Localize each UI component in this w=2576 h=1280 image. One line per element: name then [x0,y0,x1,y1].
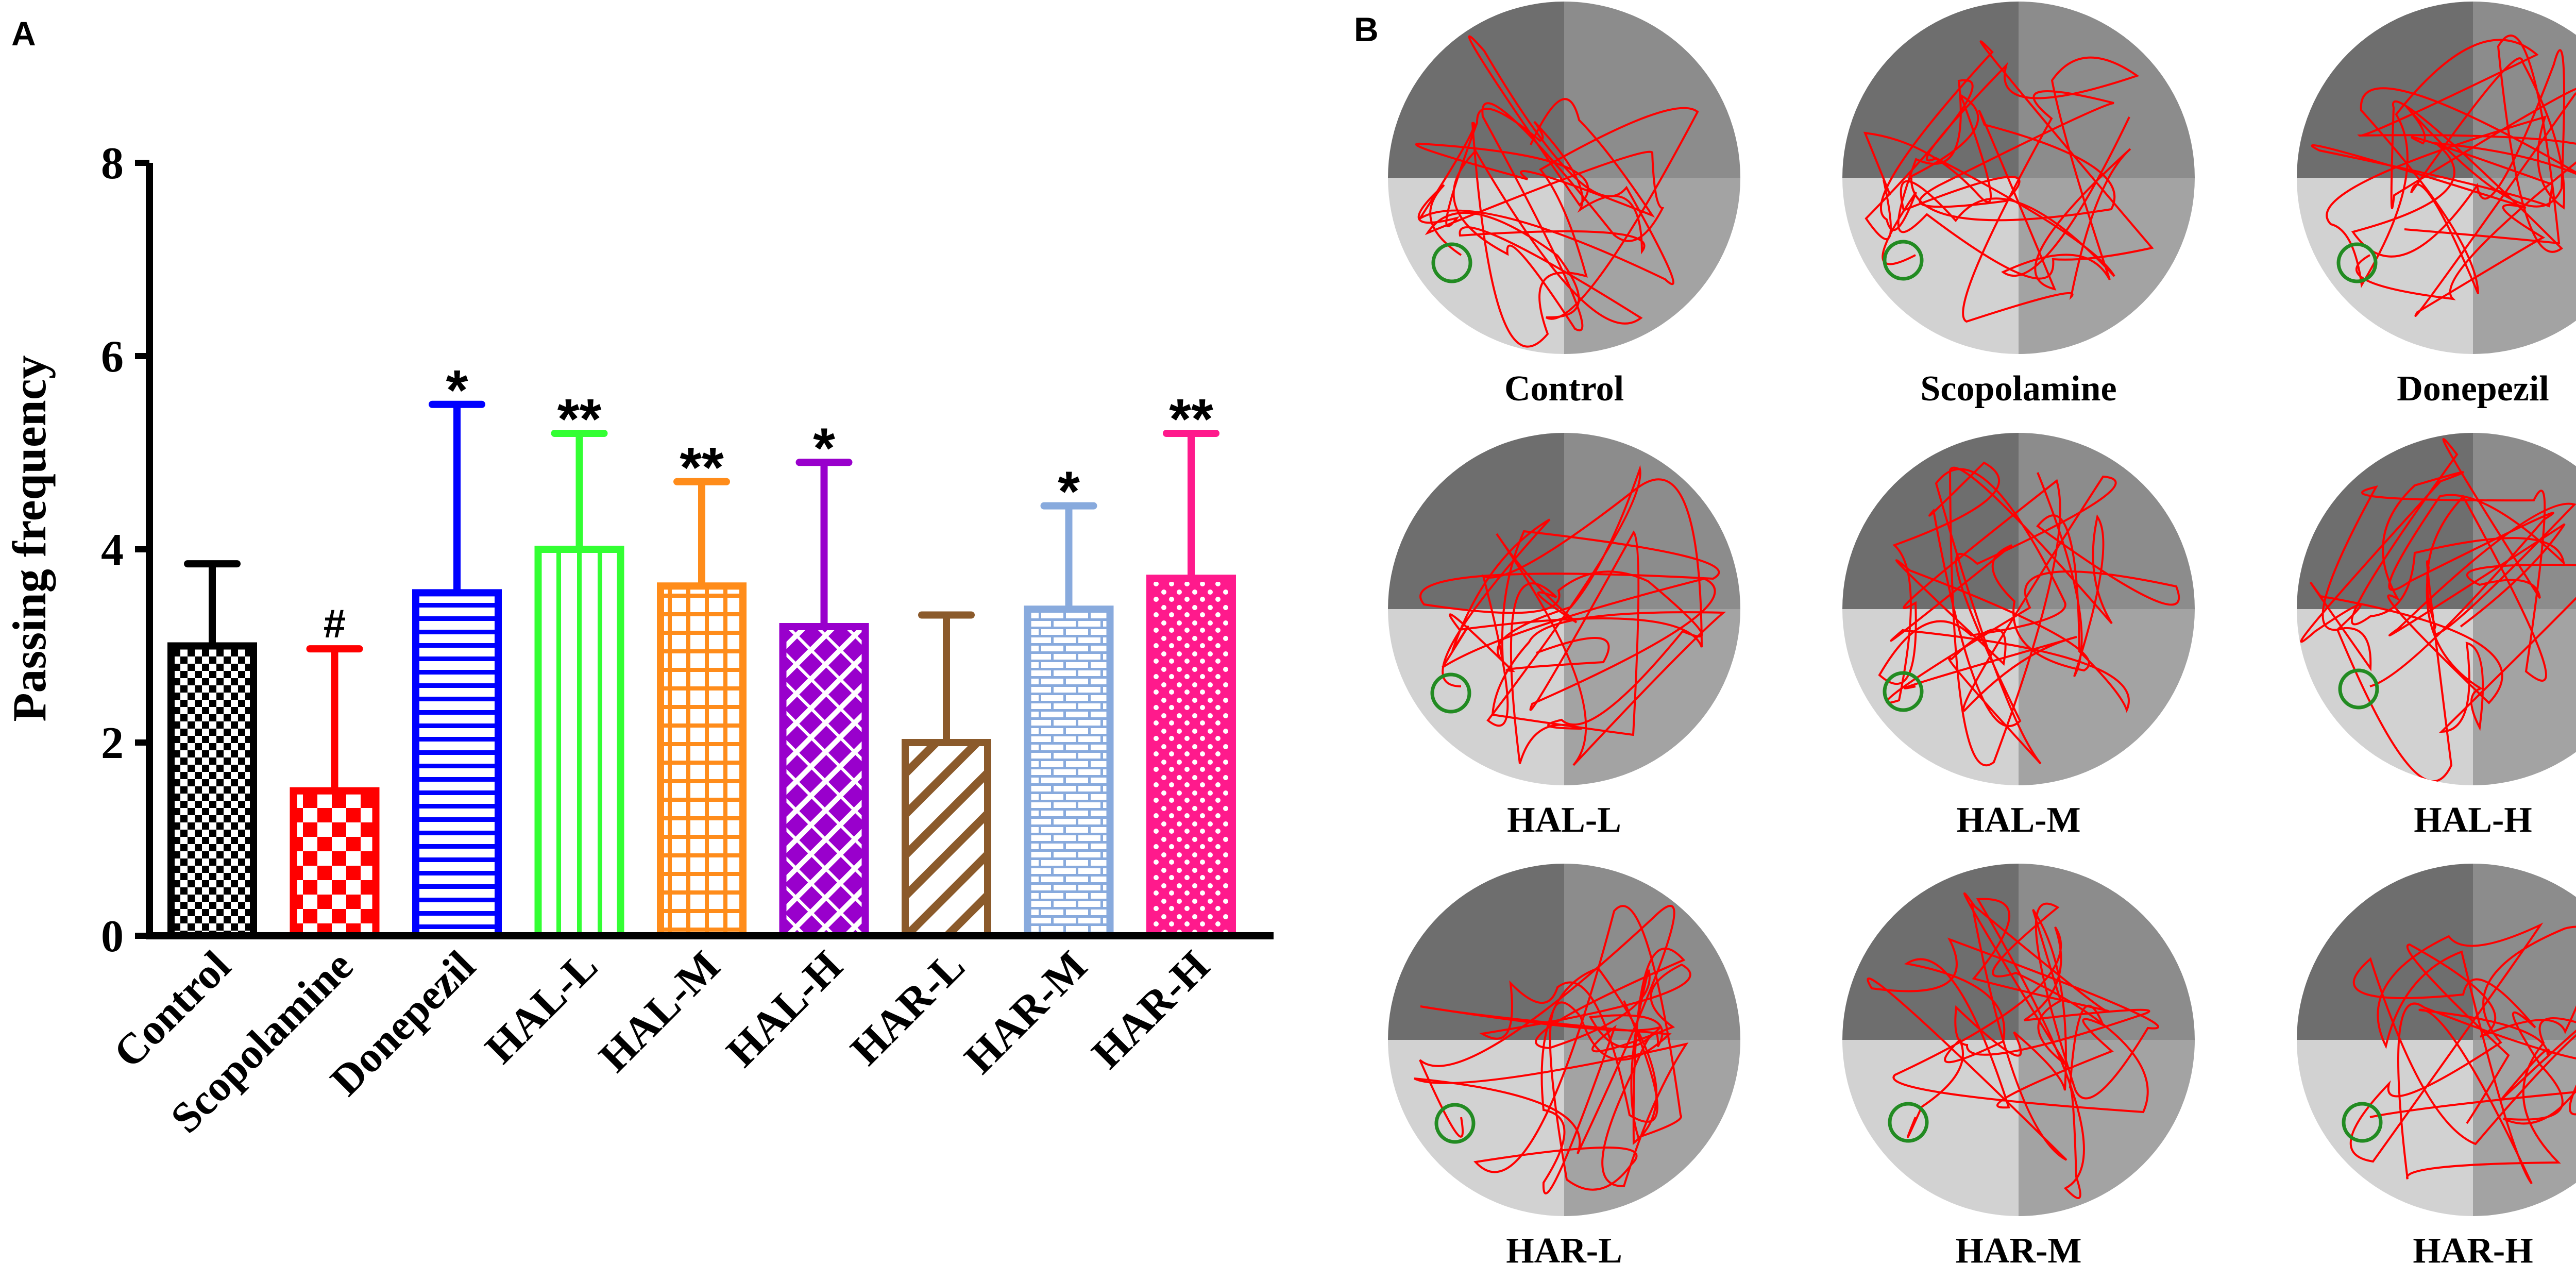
bar-har-l [902,739,991,939]
quadrant-sw [2297,1040,2473,1216]
significance-marker: * [1058,460,1080,524]
x-tick-label: HAR-M [955,942,1096,1083]
maze-label: HAR-L [1506,1231,1622,1271]
quadrant-sw [2297,178,2473,354]
maze-har-l: HAR-L [1388,864,1740,1271]
y-tick-label: 4 [101,525,124,575]
quadrant-sw [1388,1040,1564,1216]
significance-marker: * [813,416,835,480]
maze-hal-l: HAL-L [1388,433,1740,840]
swim-path [2349,922,2576,1185]
panel-b-label: B [1354,10,1379,48]
significance-marker: ** [1169,388,1213,451]
platform-ring [1430,672,1471,714]
platform-ring [1883,671,1924,712]
maze-label: HAL-M [1956,800,2080,840]
platform-ring [1888,1102,1929,1143]
maze-label: Control [1504,369,1624,409]
significance-marker: # [324,601,346,646]
quadrant-sw [1842,178,2019,354]
swim-path [1414,905,1691,1194]
x-tick-label: HAL-H [717,942,851,1076]
swim-path [1863,40,2154,323]
x-axis: ControlScopolamineDonepezilHAL-LHAL-MHAL… [105,932,1274,1142]
swim-path [1878,461,2180,767]
quadrant-sw [1842,609,2019,785]
x-tick-label: HAL-L [476,942,607,1073]
bar-scopolamine [290,787,380,939]
x-tick-label: HAR-H [1083,942,1219,1078]
quadrant-ne [2019,2,2195,178]
maze-har-m: HAR-M [1842,864,2195,1271]
platform-ring [1434,1103,1476,1144]
y-axis-title: Passing frequency [3,355,56,721]
maze-grid: Control Scopolamine Donepezil HAL-L HAL-M HAL… [1388,2,2576,1271]
platform-ring [1431,242,1472,283]
maze-donepezil: Donepezil [2297,2,2576,409]
bar-har-m [1024,605,1114,939]
platform-ring [1883,240,1924,281]
quadrant-ne [1564,433,1740,609]
maze-label: Donepezil [2397,369,2549,409]
y-tick-label: 0 [101,912,124,962]
maze-label: HAL-L [1507,800,1621,840]
maze-scopolamine: Scopolamine [1842,2,2195,409]
quadrant-se [2019,1040,2195,1216]
y-axis: 0 2 4 6 8 [101,139,153,962]
swim-path [1419,465,1726,766]
x-tick-label: HAR-L [841,942,974,1074]
maze-pool [1388,2,1740,354]
quadrant-se [2019,609,2195,785]
maze-label: HAL-H [2414,800,2532,840]
significance-marker: * [446,359,468,422]
swim-path [2300,438,2576,783]
y-tick-label: 8 [101,139,124,189]
quadrant-nw [1388,433,1564,609]
bar-har-h [1146,575,1236,939]
y-tick-label: 6 [101,332,124,382]
quadrant-sw [1388,178,1564,354]
bar-hal-h [779,623,869,939]
x-tick-label: HAL-M [590,942,729,1081]
maze-label: Scopolamine [1920,369,2116,409]
quadrant-ne [2473,864,2576,1040]
maze-har-h: HAR-H [2297,864,2576,1271]
quadrant-se [1564,609,1740,785]
quadrant-sw [2297,609,2473,785]
y-tick-label: 2 [101,718,124,768]
bar-chart: 0 2 4 6 8 ControlScopolamineDonepezilHAL-LHA… [3,139,1274,1142]
significance-marker: ** [557,388,602,451]
swim-path [2311,35,2576,317]
platform-ring [2336,242,2378,283]
swim-path [1415,35,1699,348]
swim-path [1867,892,2159,1199]
maze-hal-m: HAL-M [1842,433,2195,840]
platform-ring [2342,1102,2383,1143]
bar-hal-m [657,582,747,939]
panel-a-label: A [11,14,36,53]
quadrant-nw [1842,864,2019,1040]
quadrant-sw [1842,1040,2019,1216]
maze-hal-h: HAL-H [2297,433,2576,840]
quadrant-ne [2019,433,2195,609]
bar-control [167,642,257,939]
maze-label: HAR-H [2413,1231,2533,1271]
quadrant-se [2473,609,2576,785]
significance-marker: ** [680,436,724,499]
maze-control: Control [1388,2,1740,409]
platform-ring [2338,668,2379,710]
bar-donepezil [412,589,502,939]
error-bars-group [184,400,1219,791]
maze-label: HAR-M [1956,1231,2082,1271]
bar-hal-l [534,546,624,939]
significance-markers: #* **** **** [324,359,1213,646]
maze-pool [1842,864,2195,1216]
